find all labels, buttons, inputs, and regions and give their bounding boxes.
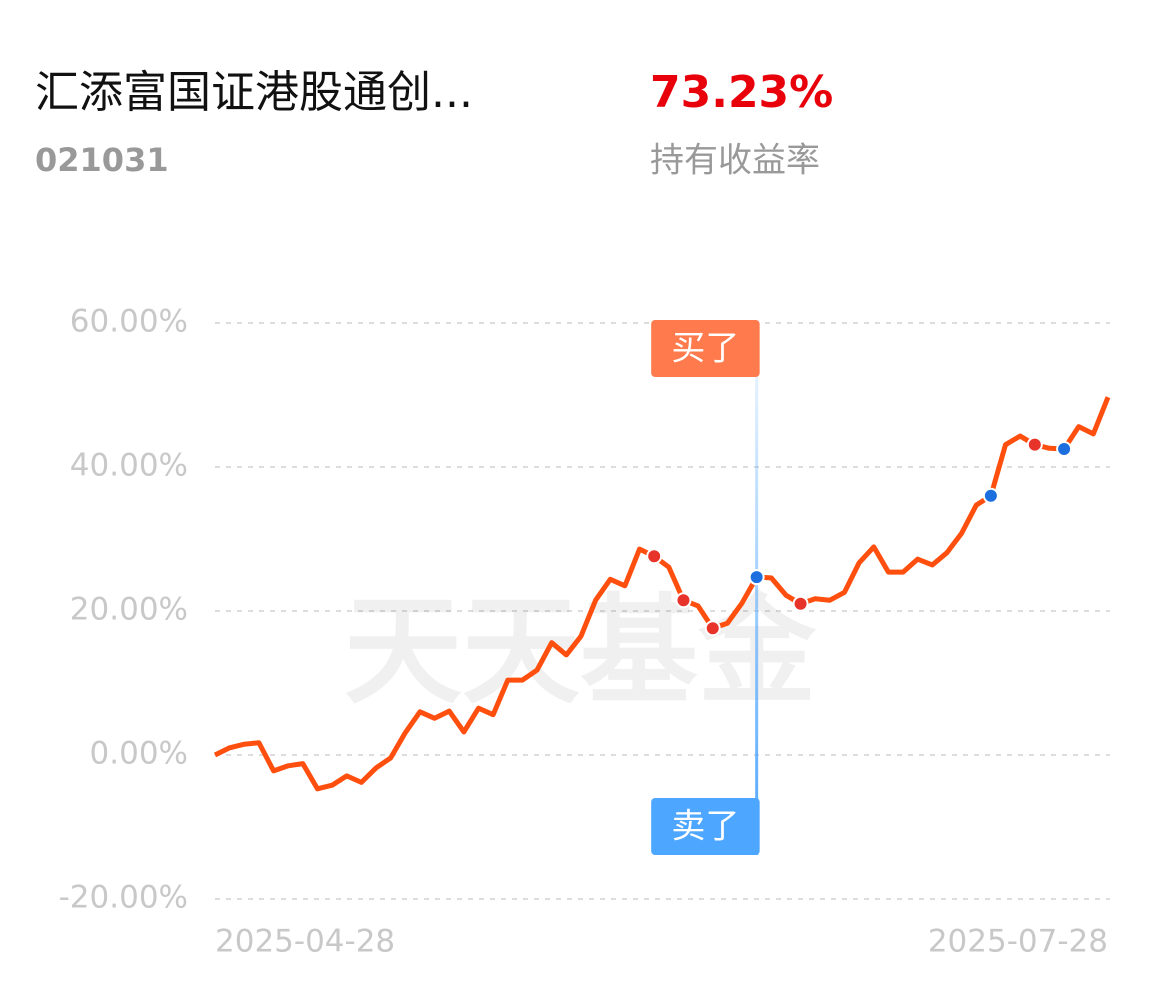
y-tick-label: 20.00% <box>70 592 188 628</box>
y-tick-label: 40.00% <box>70 448 188 484</box>
sell-point <box>1057 442 1071 456</box>
buy-tag-label: 买了 <box>671 329 739 369</box>
buy-point <box>647 549 661 563</box>
fund-title: 汇添富国证港股通创... <box>35 67 473 118</box>
buy-point <box>1028 438 1042 452</box>
x-tick-label: 2025-07-28 <box>928 924 1108 960</box>
buy-point <box>706 621 720 635</box>
buy-point <box>676 593 690 607</box>
watermark: 天天基金 <box>344 582 817 720</box>
y-tick-label: 0.00% <box>90 736 188 772</box>
x-tick-label: 2025-04-28 <box>215 924 395 960</box>
y-tick-label: -20.00% <box>59 880 188 916</box>
sell-point <box>984 489 998 503</box>
sell-tag-label: 卖了 <box>671 807 739 847</box>
y-tick-label: 60.00% <box>70 304 188 340</box>
return-value: 73.23% <box>650 67 833 118</box>
chart: 60.00% 40.00% 20.00% 0.00% -20.00% 2025-04-28… <box>59 304 1110 960</box>
return-label: 持有收益率 <box>650 141 820 181</box>
sell-point <box>750 570 764 584</box>
buy-point <box>794 597 808 611</box>
fund-code: 021031 <box>35 141 169 179</box>
